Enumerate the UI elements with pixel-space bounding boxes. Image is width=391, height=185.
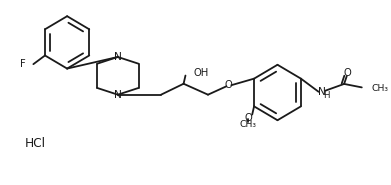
- Text: N: N: [114, 90, 122, 100]
- Text: CH₃: CH₃: [371, 84, 389, 93]
- Text: N: N: [317, 87, 326, 97]
- Text: O: O: [244, 113, 252, 123]
- Text: HCl: HCl: [25, 137, 46, 150]
- Text: O: O: [343, 68, 351, 78]
- Text: O: O: [225, 80, 233, 90]
- Text: CH₃: CH₃: [240, 120, 257, 129]
- Text: H: H: [324, 91, 330, 100]
- Text: OH: OH: [194, 68, 209, 78]
- Text: F: F: [20, 59, 26, 69]
- Text: N: N: [114, 52, 122, 62]
